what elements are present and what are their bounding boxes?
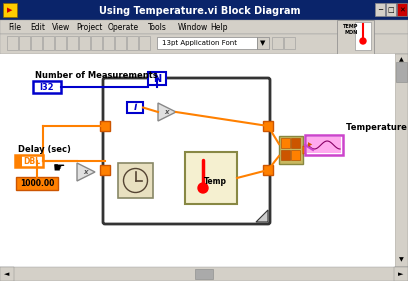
Polygon shape [303,146,313,154]
Text: Number of Measurements: Number of Measurements [35,71,158,80]
FancyBboxPatch shape [386,3,396,16]
Text: MON: MON [344,30,358,35]
FancyBboxPatch shape [16,177,58,190]
FancyBboxPatch shape [305,135,343,155]
Text: ▲: ▲ [399,58,404,62]
FancyBboxPatch shape [291,150,300,160]
Circle shape [360,38,366,44]
FancyBboxPatch shape [79,36,90,50]
Text: DBL: DBL [24,157,40,166]
FancyBboxPatch shape [195,269,213,279]
Text: x: x [165,109,169,115]
FancyBboxPatch shape [185,152,237,204]
Text: □: □ [388,7,394,13]
FancyBboxPatch shape [307,137,341,153]
Text: View: View [52,22,70,31]
Text: N: N [153,74,161,83]
FancyBboxPatch shape [397,3,407,16]
FancyBboxPatch shape [394,267,408,281]
FancyBboxPatch shape [3,3,17,17]
Text: Project: Project [76,22,102,31]
Text: ▼: ▼ [399,257,404,262]
Text: ▶: ▶ [308,142,312,148]
FancyBboxPatch shape [100,165,110,175]
FancyBboxPatch shape [337,20,374,54]
FancyBboxPatch shape [279,136,303,164]
FancyBboxPatch shape [103,36,114,50]
FancyBboxPatch shape [396,62,407,82]
FancyBboxPatch shape [0,54,395,267]
FancyBboxPatch shape [103,78,270,224]
Text: 1000.00: 1000.00 [20,179,54,188]
FancyBboxPatch shape [257,37,269,49]
Text: i: i [133,103,137,112]
Circle shape [124,169,148,192]
FancyBboxPatch shape [67,36,78,50]
Polygon shape [256,210,268,222]
FancyBboxPatch shape [272,37,283,49]
Text: File: File [8,22,21,31]
FancyBboxPatch shape [375,3,385,16]
FancyBboxPatch shape [291,138,300,148]
FancyBboxPatch shape [263,165,273,175]
Polygon shape [77,163,95,181]
FancyBboxPatch shape [355,22,371,50]
Text: Help: Help [210,22,228,31]
FancyBboxPatch shape [91,36,102,50]
Text: ☛: ☛ [53,161,65,175]
Text: ▶: ▶ [7,8,13,13]
Text: Window: Window [178,22,208,31]
Text: TEMP: TEMP [343,24,359,30]
Polygon shape [158,103,176,121]
Text: Temperature Graph: Temperature Graph [346,123,408,132]
FancyBboxPatch shape [281,138,290,148]
FancyBboxPatch shape [0,20,408,34]
FancyBboxPatch shape [284,37,295,49]
FancyBboxPatch shape [19,36,30,50]
Text: Operate: Operate [108,22,139,31]
Text: ✕: ✕ [399,7,405,13]
FancyBboxPatch shape [157,37,257,49]
FancyBboxPatch shape [7,36,18,50]
FancyBboxPatch shape [263,121,273,131]
Text: 13pt Application Font: 13pt Application Font [162,40,237,46]
FancyBboxPatch shape [0,267,408,281]
FancyBboxPatch shape [127,36,138,50]
Text: Using Temperature.vi Block Diagram: Using Temperature.vi Block Diagram [99,6,301,15]
FancyBboxPatch shape [281,150,290,160]
FancyBboxPatch shape [127,102,143,113]
Text: ►: ► [398,271,404,277]
FancyBboxPatch shape [395,54,408,267]
Circle shape [198,183,208,193]
FancyBboxPatch shape [115,36,126,50]
Text: ─: ─ [378,7,382,13]
FancyBboxPatch shape [118,163,153,198]
FancyBboxPatch shape [148,72,166,85]
Text: ▼: ▼ [260,40,266,46]
FancyBboxPatch shape [0,267,14,281]
FancyBboxPatch shape [100,121,110,131]
FancyBboxPatch shape [0,0,408,20]
FancyBboxPatch shape [139,36,150,50]
FancyBboxPatch shape [0,34,408,54]
Text: x: x [84,169,88,175]
FancyBboxPatch shape [33,81,61,93]
Text: ◄: ◄ [4,271,10,277]
FancyBboxPatch shape [31,36,42,50]
Text: Temp: Temp [204,178,226,187]
Text: Delay (sec): Delay (sec) [18,144,71,153]
Text: Tools: Tools [148,22,167,31]
FancyBboxPatch shape [55,36,66,50]
FancyBboxPatch shape [15,155,43,167]
Text: Edit: Edit [30,22,45,31]
FancyBboxPatch shape [43,36,54,50]
Text: I32: I32 [40,83,54,92]
FancyBboxPatch shape [15,155,22,167]
